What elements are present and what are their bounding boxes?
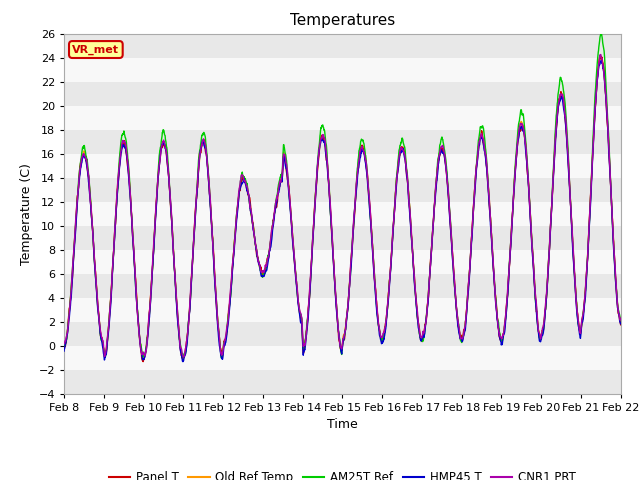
Bar bbox=[64, 130, 621, 154]
Bar bbox=[64, 298, 621, 322]
Bar bbox=[64, 34, 621, 58]
Bar bbox=[64, 202, 621, 226]
Y-axis label: Temperature (C): Temperature (C) bbox=[20, 163, 33, 264]
Bar bbox=[64, 82, 621, 106]
Bar bbox=[64, 154, 621, 178]
Bar bbox=[64, 274, 621, 298]
Bar bbox=[64, 322, 621, 346]
Title: Temperatures: Temperatures bbox=[290, 13, 395, 28]
Bar bbox=[64, 346, 621, 370]
Bar bbox=[64, 58, 621, 82]
X-axis label: Time: Time bbox=[327, 418, 358, 431]
Text: VR_met: VR_met bbox=[72, 44, 119, 55]
Bar bbox=[64, 178, 621, 202]
Legend: Panel T, Old Ref Temp, AM25T Ref, HMP45 T, CNR1 PRT: Panel T, Old Ref Temp, AM25T Ref, HMP45 … bbox=[104, 466, 580, 480]
Bar bbox=[64, 250, 621, 274]
Bar bbox=[64, 370, 621, 394]
Bar bbox=[64, 226, 621, 250]
Bar bbox=[64, 106, 621, 130]
